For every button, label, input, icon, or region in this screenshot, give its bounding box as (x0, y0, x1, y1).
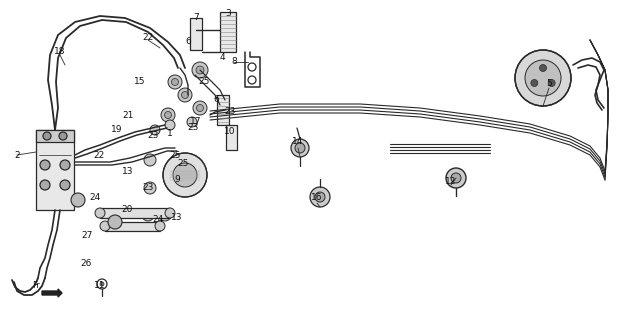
Text: 23: 23 (142, 183, 154, 191)
Circle shape (310, 187, 330, 207)
Circle shape (315, 192, 325, 202)
Text: 3: 3 (225, 10, 231, 18)
Circle shape (40, 160, 50, 170)
Circle shape (168, 75, 182, 89)
Circle shape (43, 132, 51, 140)
Text: 6: 6 (185, 38, 191, 46)
Text: 7: 7 (193, 13, 199, 23)
Text: 18: 18 (54, 47, 66, 57)
Circle shape (196, 105, 204, 112)
Text: 11: 11 (94, 280, 106, 289)
Circle shape (144, 182, 156, 194)
Bar (100, 208, 170, 218)
Circle shape (163, 153, 207, 197)
Text: 26: 26 (80, 259, 92, 267)
Circle shape (182, 92, 189, 99)
Text: 6: 6 (213, 95, 219, 105)
Text: 12: 12 (445, 176, 457, 185)
Text: 1: 1 (167, 128, 173, 137)
Text: 15: 15 (134, 78, 146, 86)
Bar (105, 222, 160, 231)
Text: 5: 5 (546, 79, 552, 87)
Text: 22: 22 (93, 150, 104, 160)
Text: 16: 16 (311, 192, 323, 202)
Text: 27: 27 (81, 232, 93, 240)
Circle shape (95, 208, 105, 218)
Circle shape (100, 282, 104, 286)
Text: 22: 22 (142, 32, 154, 42)
Circle shape (155, 221, 165, 231)
Polygon shape (42, 289, 62, 297)
Circle shape (451, 173, 461, 183)
Text: 4: 4 (219, 53, 225, 63)
Circle shape (531, 80, 538, 86)
Text: 20: 20 (122, 205, 132, 215)
Text: 23: 23 (188, 123, 198, 133)
Circle shape (446, 168, 466, 188)
Circle shape (71, 193, 85, 207)
Circle shape (187, 117, 197, 127)
Bar (190, 18, 202, 50)
Circle shape (165, 208, 175, 218)
Bar (226, 125, 237, 150)
Text: 2: 2 (14, 150, 20, 160)
Text: 14: 14 (292, 137, 304, 147)
Circle shape (60, 180, 70, 190)
Circle shape (192, 62, 208, 78)
Circle shape (172, 79, 179, 86)
Text: 25: 25 (177, 158, 189, 168)
Circle shape (40, 180, 50, 190)
Circle shape (295, 143, 305, 153)
Circle shape (165, 120, 175, 130)
Text: 23: 23 (147, 130, 159, 140)
Circle shape (515, 50, 571, 106)
Text: 25: 25 (170, 150, 180, 160)
Bar (217, 95, 229, 125)
Circle shape (60, 160, 70, 170)
Circle shape (291, 139, 309, 157)
Circle shape (164, 112, 172, 119)
Circle shape (548, 80, 555, 86)
Circle shape (161, 108, 175, 122)
Circle shape (196, 66, 204, 74)
Text: 13: 13 (122, 168, 134, 176)
Text: Fr.: Fr. (32, 280, 42, 289)
Text: 13: 13 (172, 212, 183, 222)
Circle shape (142, 209, 154, 221)
Text: 24: 24 (152, 216, 164, 225)
Circle shape (178, 88, 192, 102)
Circle shape (159, 209, 171, 221)
Text: 25: 25 (198, 78, 210, 86)
Circle shape (59, 132, 67, 140)
Circle shape (173, 163, 197, 187)
Text: 17: 17 (190, 117, 202, 127)
Text: 8: 8 (231, 58, 237, 66)
Circle shape (525, 60, 561, 96)
Circle shape (108, 215, 122, 229)
Text: 10: 10 (224, 128, 236, 136)
Text: 23: 23 (224, 107, 236, 116)
Bar (36, 130, 74, 210)
Text: 24: 24 (90, 193, 100, 203)
Circle shape (100, 221, 110, 231)
Text: 9: 9 (174, 176, 180, 184)
Circle shape (540, 65, 547, 72)
Circle shape (144, 154, 156, 166)
Circle shape (150, 125, 160, 135)
Text: 21: 21 (122, 110, 134, 120)
Text: 19: 19 (111, 126, 123, 135)
Bar (36, 130, 74, 142)
Circle shape (193, 101, 207, 115)
Bar (220, 12, 236, 52)
